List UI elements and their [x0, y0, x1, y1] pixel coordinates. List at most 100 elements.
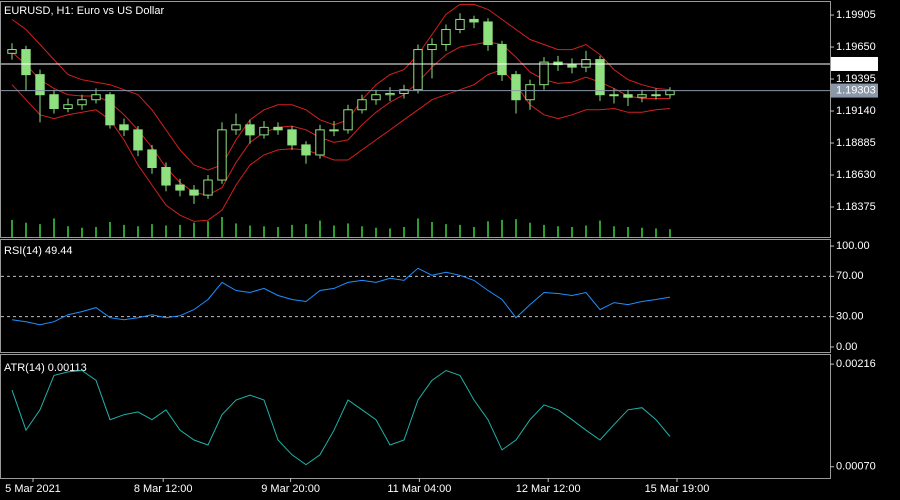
- candle-body: [511, 74, 521, 101]
- candle-body: [413, 49, 423, 91]
- volume-bar: [500, 219, 503, 237]
- volume-bar: [52, 218, 55, 237]
- candle-body: [21, 49, 31, 76]
- y-tick-label: 0.00: [836, 341, 857, 353]
- candle-body: [315, 129, 325, 156]
- volume-bar: [136, 226, 139, 237]
- candle-body: [105, 94, 115, 126]
- volume-bar: [346, 223, 349, 237]
- candle-body: [455, 18, 465, 30]
- volume-bar: [10, 219, 13, 237]
- candle-body: [119, 124, 129, 131]
- candle-body: [525, 84, 535, 101]
- candle-body: [203, 179, 213, 196]
- candle-body: [329, 129, 339, 132]
- x-tick-label: 8 Mar 12:00: [134, 483, 193, 495]
- x-tick-label: 11 Mar 04:00: [387, 483, 451, 495]
- volume-bar: [612, 226, 615, 237]
- candle-body: [441, 28, 451, 46]
- candle-body: [231, 124, 241, 131]
- volume-bar: [276, 227, 279, 237]
- x-tick-label: 5 Mar 2021: [5, 483, 61, 495]
- candle-body: [553, 61, 563, 66]
- y-tick-label: 1.19395: [836, 73, 876, 85]
- volume-bar: [668, 229, 671, 237]
- rsi-title: RSI(14) 49.44: [4, 245, 72, 257]
- candle-body: [133, 129, 143, 151]
- candle-body: [189, 189, 199, 196]
- price-panel: [0, 1, 831, 238]
- candle-body: [273, 126, 283, 131]
- bollinger-middle-band: [11, 41, 670, 196]
- price-label: 1.19515: [836, 58, 876, 70]
- volume-bar: [598, 220, 601, 237]
- candle-body: [49, 94, 59, 110]
- candle-body: [63, 104, 73, 110]
- volume-bar: [374, 227, 377, 237]
- volume-bar: [458, 224, 461, 237]
- volume-bar: [472, 227, 475, 237]
- y-tick-label: 1.18630: [836, 169, 876, 181]
- candle-body: [581, 59, 591, 68]
- y-tick-label: 30.00: [836, 311, 864, 323]
- candle-body: [567, 64, 577, 68]
- candle-body: [665, 90, 675, 96]
- candle-body: [483, 21, 493, 46]
- candle-body: [651, 94, 661, 97]
- candle-body: [287, 129, 297, 146]
- volume-bar: [430, 222, 433, 237]
- candle-body: [497, 44, 507, 76]
- indicator-line: [11, 267, 671, 326]
- volume-bar: [80, 227, 83, 237]
- volume-bar: [24, 222, 27, 237]
- x-tick-label: 12 Mar 12:00: [516, 483, 581, 495]
- price-label: 1.19303: [836, 84, 876, 96]
- volume-bar: [360, 226, 363, 237]
- volume-bar: [248, 225, 251, 237]
- candle-body: [161, 166, 171, 186]
- candle-body: [77, 99, 87, 106]
- bollinger-lower-band: [11, 69, 671, 222]
- volume-bar: [38, 224, 41, 237]
- volume-bar: [556, 226, 559, 237]
- y-tick-label: 1.19140: [836, 105, 876, 117]
- volume-bar: [66, 226, 69, 237]
- y-tick-label: 1.18885: [836, 137, 876, 149]
- candle-body: [357, 99, 367, 111]
- candle-body: [175, 184, 185, 191]
- candle-body: [427, 44, 437, 51]
- candle-body: [399, 89, 409, 94]
- volume-bar: [304, 224, 307, 237]
- volume-bar: [164, 225, 167, 237]
- volume-bar: [486, 221, 489, 237]
- price-label-box: [831, 83, 878, 98]
- candle-body: [259, 126, 269, 136]
- y-tick-label: 1.19650: [836, 41, 876, 53]
- volume-bar: [640, 227, 643, 237]
- price-label-box: [831, 56, 878, 71]
- candle-body: [637, 94, 647, 98]
- volume-bar: [220, 217, 223, 237]
- volume-bar: [94, 227, 97, 237]
- volume-bar: [290, 224, 293, 237]
- candle-body: [539, 61, 549, 86]
- y-tick-label: 100.00: [836, 240, 870, 252]
- volume-bar: [388, 228, 391, 237]
- candle-body: [7, 49, 17, 54]
- volume-bar: [192, 222, 195, 237]
- candle-body: [35, 74, 45, 96]
- volume-bar: [542, 224, 545, 237]
- chart-title: EURUSD, H1: Euro vs US Dollar: [4, 5, 164, 17]
- candle-body: [595, 59, 605, 96]
- bollinger-upper-band: [11, 3, 671, 171]
- y-tick-label: 70.00: [836, 270, 864, 282]
- candle-body: [385, 92, 395, 96]
- volume-bar: [234, 223, 237, 237]
- rsi-panel: [0, 239, 831, 353]
- y-tick-label: 0.00070: [836, 461, 876, 473]
- volume-bar: [584, 225, 587, 237]
- volume-bar: [402, 227, 405, 237]
- volume-bar: [206, 221, 209, 237]
